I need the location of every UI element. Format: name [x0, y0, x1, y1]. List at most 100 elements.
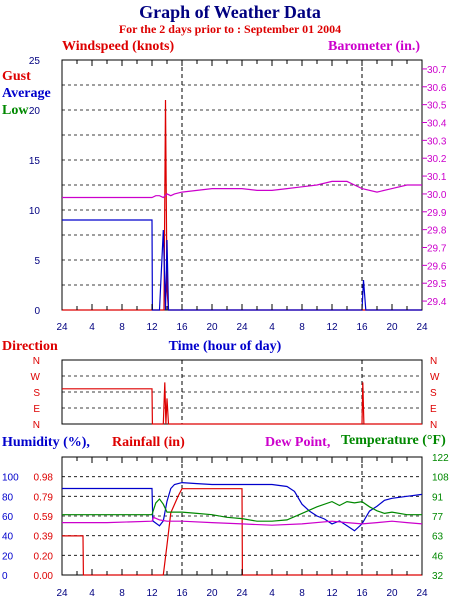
y-right-tick-label: 29.5 [427, 279, 447, 290]
rainfall-tick-label: 0.98 [34, 473, 54, 484]
x-tick-label: 12 [146, 322, 158, 333]
direction-tick-right: S [430, 388, 437, 399]
y-right-tick-label: 30.1 [427, 172, 447, 183]
direction-tick-left: N [33, 356, 40, 367]
rainfall-line [62, 488, 422, 576]
x-tick-label: 24 [236, 588, 248, 599]
y-right-tick-label: 30.6 [427, 83, 447, 94]
x-tick-label: 24 [56, 322, 68, 333]
x-tick-label: 4 [89, 588, 95, 599]
x-tick-label: 4 [89, 322, 95, 333]
panel1-grid [62, 60, 422, 310]
x-tick-label: 16 [356, 322, 368, 333]
humidity-tick-label: 40 [2, 532, 14, 543]
rainfall-tick-label: 0.79 [34, 492, 54, 503]
y-right-tick-label: 29.9 [427, 208, 447, 219]
y-right-tick-label: 29.8 [427, 226, 447, 237]
x-tick-label: 16 [176, 322, 188, 333]
panel2-series [62, 382, 422, 425]
x-tick-label: 16 [356, 588, 368, 599]
direction-tick-left: E [33, 404, 40, 415]
direction-tick-left: S [33, 388, 40, 399]
direction-tick-right: E [430, 404, 437, 415]
humidity-line [62, 481, 423, 532]
direction-line [62, 382, 422, 425]
x-tick-label: 20 [386, 322, 398, 333]
panel2-ticks: N NE ES SW WN N [31, 356, 440, 431]
windspeed-axis-label: Windspeed (knots) [62, 39, 175, 54]
y-right-tick-label: 30.7 [427, 65, 447, 76]
rainfall-tick-label: 0.00 [34, 571, 54, 582]
x-tick-label: 24 [416, 588, 428, 599]
x-tick-label: 16 [176, 588, 188, 599]
y-left-tick-label: 5 [34, 256, 40, 267]
x-axis-label: Time (hour of day) [169, 339, 282, 354]
y-left-tick-label: 10 [29, 206, 41, 217]
x-tick-label: 8 [299, 322, 305, 333]
y-right-tick-label: 30.4 [427, 119, 447, 130]
humidity-tick-label: 100 [2, 473, 19, 484]
temperature-tick-label: 46 [432, 551, 444, 562]
dew-point-line [62, 516, 423, 526]
barometer-in-line [62, 180, 422, 199]
humidity-tick-label: 60 [2, 512, 14, 523]
y-left-tick-label: 0 [34, 306, 40, 317]
legend-gust: Gust [2, 69, 31, 84]
x-tick-label: 12 [326, 588, 338, 599]
direction-tick-left: N [33, 420, 40, 431]
y-right-tick-label: 30.0 [427, 190, 447, 201]
legend-average: Average [2, 86, 51, 101]
x-tick-label: 24 [56, 588, 68, 599]
y-right-tick-label: 29.6 [427, 261, 447, 272]
rainfall-tick-label: 0.39 [34, 532, 54, 543]
temperature-tick-label: 63 [432, 532, 444, 543]
x-tick-label: 8 [119, 322, 125, 333]
x-tick-label: 20 [206, 322, 218, 333]
rainfall-tick-label: 0.20 [34, 551, 54, 562]
chart-subtitle: For the 2 days prior to : September 01 2… [119, 22, 341, 36]
humidity-axis-label: Humidity (%), [2, 435, 90, 450]
x-tick-label: 24 [236, 322, 248, 333]
dewpoint-axis-label: Dew Point, [265, 435, 330, 450]
direction-tick-left: W [31, 372, 41, 383]
x-tick-label: 8 [299, 588, 305, 599]
y-left-tick-label: 20 [29, 106, 41, 117]
panel1-series [62, 99, 422, 311]
direction-tick-right: N [430, 356, 437, 367]
panel1-ticks: 0 5 10 15 20 25 29.4 29.5 29.6 29.7 29.8 29.9 30.0 30… [29, 56, 447, 333]
panel3-series [62, 481, 423, 576]
x-tick-label: 4 [269, 588, 275, 599]
humidity-tick-label: 80 [2, 492, 14, 503]
x-tick-label: 20 [386, 588, 398, 599]
x-tick-label: 4 [269, 322, 275, 333]
temperature-tick-label: 77 [432, 512, 444, 523]
y-right-tick-label: 30.5 [427, 101, 447, 112]
x-tick-label: 20 [206, 588, 218, 599]
temperature-line [62, 498, 422, 522]
x-tick-label: 12 [146, 588, 158, 599]
y-right-tick-label: 30.2 [427, 154, 447, 165]
humidity-tick-label: 0 [2, 571, 8, 582]
direction-tick-right: W [430, 372, 440, 383]
temperature-tick-label: 32 [432, 571, 444, 582]
temperature-tick-label: 108 [432, 473, 449, 484]
y-right-tick-label: 29.7 [427, 244, 447, 255]
rainfall-axis-label: Rainfall (in) [112, 435, 185, 450]
direction-axis-label: Direction [2, 339, 58, 354]
y-left-tick-label: 15 [29, 156, 41, 167]
x-tick-label: 12 [326, 322, 338, 333]
temperature-tick-label: 91 [432, 492, 444, 503]
y-right-tick-label: 30.3 [427, 136, 447, 147]
temperature-axis-label: Temperature (°F) [341, 433, 446, 448]
barometer-axis-label: Barometer (in.) [328, 39, 420, 54]
y-right-tick-label: 29.4 [427, 297, 447, 308]
average-line [62, 219, 422, 311]
direction-tick-right: N [430, 420, 437, 431]
temperature-tick-label: 122 [432, 453, 449, 464]
chart-title: Graph of Weather Data [139, 2, 321, 22]
x-tick-label: 24 [416, 322, 428, 333]
humidity-tick-label: 20 [2, 551, 14, 562]
panel3-ticks: 0204060801000.000.200.390.590.790.983246… [2, 453, 449, 599]
